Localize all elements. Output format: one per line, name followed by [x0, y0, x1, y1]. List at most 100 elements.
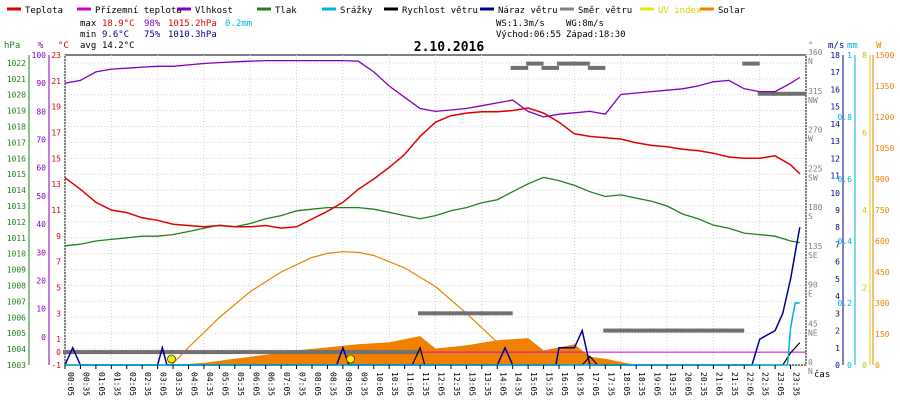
pressure-unit: hPa — [4, 41, 20, 51]
wind-speed-tick: 12 — [830, 154, 840, 163]
wind-dir-tick: 270 — [808, 126, 823, 135]
uv-tick: 0 — [862, 361, 867, 370]
pressure-tick: 1020 — [7, 91, 26, 100]
temperature-tick: 3 — [56, 309, 61, 318]
wind-dir-label: W — [808, 135, 813, 144]
x-tick-label: 10:35 — [390, 372, 399, 396]
stats-min-temp: 9.6°C — [102, 30, 129, 40]
wind-dir-marker — [711, 328, 729, 333]
x-tick-label: 21:05 — [714, 372, 723, 396]
legend-item: Tlak — [275, 6, 297, 16]
wind-dir-tick: 90 — [808, 281, 818, 290]
series — [63, 59, 806, 366]
temperature-tick: 11 — [51, 206, 61, 215]
legend-item: Náraz větru — [498, 6, 558, 16]
wind-dir-marker — [773, 91, 791, 96]
x-tick-label: 06:05 — [251, 372, 260, 396]
wind-dir-marker — [726, 328, 745, 333]
wind-speed-unit: m/s — [828, 41, 844, 51]
temperature-tick: 5 — [56, 284, 61, 293]
wind-dir-tick: 315 — [808, 87, 823, 96]
wind-speed-tick: 14 — [830, 120, 840, 129]
humidity-tick: 20 — [36, 276, 46, 285]
solar-tick: 300 — [875, 299, 890, 308]
legend: Teplota Přízemní teplota Vlhkost Tlak Srážky… — [7, 6, 746, 16]
solar-unit: W — [876, 41, 882, 51]
humidity-tick: 10 — [36, 305, 46, 314]
x-tick-label: 04:35 — [205, 372, 214, 396]
solar-tick: 900 — [875, 175, 890, 184]
stats-block: max 18.9°C 98% 1015.2hPa 0.2mm min 9.6°C… — [80, 19, 252, 51]
x-tick-label: 06:35 — [267, 372, 276, 396]
wind-dir-marker — [402, 350, 421, 355]
x-tick-label: 02:05 — [128, 372, 137, 396]
x-tick-label: 12:35 — [452, 372, 461, 396]
wind-speed-tick: 5 — [835, 275, 840, 284]
wind-dir-marker — [418, 311, 436, 316]
pressure-tick: 1011 — [7, 234, 26, 243]
wind-speed-tick: 17 — [830, 68, 840, 77]
stats-max-hum: 98% — [144, 19, 161, 29]
stats-max-press: 1015.2hPa — [168, 19, 217, 29]
wind-dir-label: N — [808, 57, 813, 66]
rain-tick: 0.6 — [838, 175, 853, 184]
humidity-tick: 50 — [36, 192, 46, 201]
temperature-tick: 9 — [56, 232, 61, 241]
wind-dir-tick: 225 — [808, 164, 823, 173]
x-axis-ticks: 00:05 00:35 01:05 01:35 02:05 02:35 03:05 03:35… — [64, 365, 801, 396]
wind-dir-marker — [186, 350, 204, 355]
wind-dir-label: NW — [808, 96, 818, 105]
x-tick-label: 17:05 — [591, 372, 600, 396]
pressure-tick: 1016 — [7, 154, 26, 163]
info-ws: WS:1.3m/s — [496, 19, 545, 29]
x-tick-label: 00:35 — [81, 372, 90, 396]
temperature-line — [64, 107, 801, 229]
temperature-tick: 13 — [51, 180, 61, 189]
legend-item: Směr větru — [578, 6, 632, 16]
x-tick-label: 09:05 — [344, 372, 353, 396]
wind-dir-marker — [109, 350, 127, 355]
x-tick-label: 05:35 — [236, 372, 245, 396]
uv-tick: 2 — [862, 284, 867, 293]
wind-speed-tick: 6 — [835, 258, 840, 267]
wind-speed-tick: 18 — [830, 51, 840, 60]
legend-item: Rychlost větru — [402, 6, 478, 16]
wind-speed-tick: 0 — [835, 361, 840, 370]
wind-dir-label: SW — [808, 173, 818, 182]
solar-tick: 1500 — [875, 51, 894, 60]
pressure-tick: 1013 — [7, 202, 26, 211]
wind-dir-tick: 0 — [808, 358, 813, 367]
wind-dir-marker — [371, 350, 390, 355]
stats-min-label: min — [80, 30, 96, 40]
wind-speed-tick: 13 — [830, 137, 840, 146]
wind-dir-marker — [649, 328, 668, 333]
humidity-tick: 40 — [36, 220, 46, 229]
solar-tick: 600 — [875, 237, 890, 246]
wind-dir-marker — [340, 350, 359, 355]
wind-dir-marker — [217, 350, 235, 355]
humidity-tick: 90 — [36, 79, 46, 88]
legend-item: Teplota — [25, 6, 63, 16]
wind-dir-marker — [788, 91, 806, 96]
stats-max-temp: 18.9°C — [102, 19, 135, 29]
pressure-tick: 1004 — [7, 345, 26, 354]
x-tick-label: 08:05 — [313, 372, 322, 396]
stats-min-press: 1010.3hPa — [168, 30, 217, 40]
x-tick-label: 18:35 — [637, 372, 646, 396]
x-tick-label: 14:35 — [514, 372, 523, 396]
stats-min-hum: 75% — [144, 30, 161, 40]
x-tick-label: 16:35 — [575, 372, 584, 396]
temperature-tick: 15 — [51, 154, 61, 163]
solar-theoretical-line — [171, 251, 521, 366]
info-sunrise: Východ:06:55 — [496, 30, 561, 40]
wind-speed-tick: 4 — [835, 292, 840, 301]
wind-dir-tick: 180 — [808, 203, 823, 212]
x-tick-label: 19:35 — [668, 372, 677, 396]
pressure-tick: 1022 — [7, 59, 26, 68]
wind-dir-marker — [572, 61, 590, 66]
x-tick-label: 10:05 — [375, 372, 384, 396]
wind-dir-marker — [201, 350, 220, 355]
chart-title: 2.10.2016 — [414, 40, 485, 55]
wind-dir-marker — [526, 61, 544, 66]
humidity-unit: % — [38, 41, 44, 51]
